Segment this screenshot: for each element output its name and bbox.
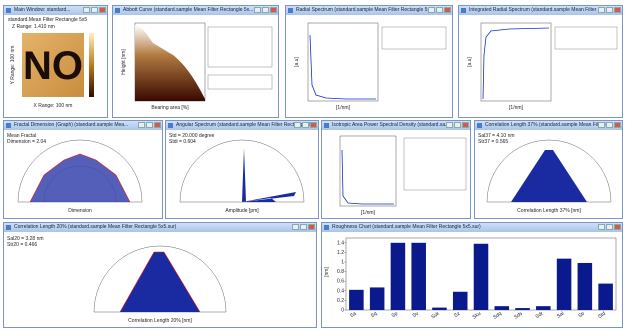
y-tick-label: 1.2 xyxy=(337,250,344,256)
axis-label: [a.u] xyxy=(467,57,473,67)
bar xyxy=(495,306,510,310)
image-text: NO xyxy=(23,44,83,88)
y-tick-label: 1.4 xyxy=(337,240,344,246)
corr20-content: Sal20 = 3.28 nm Str20 = 0.466 Correlatio… xyxy=(4,232,316,327)
fractal-window[interactable]: Fractal Dimension (Graph) (standard.samp… xyxy=(3,120,163,219)
bar xyxy=(536,306,551,310)
window-title: Main Window: standard... xyxy=(14,7,70,13)
x-tick-label: Str xyxy=(577,311,586,320)
axis-label: [1/nm] xyxy=(336,105,351,111)
axis-label: [a.u] xyxy=(294,57,300,67)
screen: Main Window: standard... standard.Mean F… xyxy=(0,0,625,330)
x-tick-label: Std xyxy=(597,311,607,320)
corr20-window[interactable]: Correlation Length 20% (standard.sample … xyxy=(3,222,317,328)
main-window[interactable]: Main Window: standard... standard.Mean F… xyxy=(3,5,108,118)
window-title: Correlation Length 20% (standard.sample … xyxy=(14,224,176,230)
radial-content: [1/nm] [a.u] xyxy=(286,15,452,117)
axis-label: Height [nm] xyxy=(121,49,127,75)
x-tick-label: Sv xyxy=(412,310,421,319)
info: Z Range: 1.410 nm xyxy=(12,24,55,30)
bar xyxy=(598,284,613,310)
axis-label: [1/nm] xyxy=(509,105,524,111)
title-bar: Correlation Length 37% (standard.sample … xyxy=(475,121,622,130)
fractal-content: Mean Fractal Dimension = 2.04 Dimension xyxy=(4,130,162,218)
roughness-chart: [nm] 0 0.2 0.4 0.6 0.8 1 1.2 1.4 Sa Sq Sp Sv Ssk Sz Sk… xyxy=(322,232,622,327)
y-tick-label: 0.6 xyxy=(337,279,344,285)
axis-label: Dimension xyxy=(68,208,92,214)
x-tick-label: Sdq xyxy=(492,311,503,321)
y-axis-label: [nm] xyxy=(324,267,330,277)
y-tick-label: 1 xyxy=(341,260,344,266)
x-tick-label: Sz xyxy=(453,310,462,319)
x-tick-label: Sa xyxy=(349,311,358,320)
axis-label: Correlation Length 20% [nm] xyxy=(128,318,192,324)
bar xyxy=(432,308,447,310)
abbott-window[interactable]: Abbott Curve (standard.sample Mean Filte… xyxy=(112,5,279,118)
window-title: Correlation Length 37% (standard.sample … xyxy=(485,122,613,128)
title-bar: Correlation Length 20% (standard.sample … xyxy=(4,223,316,232)
y-tick-label: 0.8 xyxy=(337,269,344,275)
title-bar: Roughness Chart (standard.sample Mean Fi… xyxy=(322,223,622,232)
title-bar: Angular Spectrum (standard.sample Mean F… xyxy=(166,121,318,130)
x-tick-label: Sq xyxy=(370,311,379,320)
window-title: Radial Spectrum (standard.sample Mean Fi… xyxy=(296,7,434,13)
title-bar: Integrated Radial Spectrum (standard.sam… xyxy=(459,6,622,15)
bar xyxy=(453,292,468,310)
integrated-radial-window[interactable]: Integrated Radial Spectrum (standard.sam… xyxy=(458,5,623,118)
window-title: Roughness Chart (standard.sample Mean Fi… xyxy=(332,224,481,230)
x-tick-label: Sku xyxy=(472,311,483,321)
axis-label: Bearing area [%] xyxy=(151,105,189,111)
y-tick-label: 0.4 xyxy=(337,288,344,294)
info: standard.Mean Filter Rectangle 5x5 xyxy=(8,17,87,23)
bar xyxy=(557,259,572,310)
corr37-content: Sal37 = 4.10 nm Str37 = 0.565 Correlatio… xyxy=(475,130,622,218)
angular-content: Std = 20.000 degree Stdi = 0.604 Amplitu… xyxy=(166,130,318,218)
integrated-content: [1/nm] [a.u] xyxy=(459,15,622,117)
window-title: Fractal Dimension (Graph) (standard.samp… xyxy=(14,122,128,128)
info: Dimension = 2.04 xyxy=(7,139,46,145)
x-tick-label: Sdr xyxy=(535,311,545,321)
psd-window[interactable]: Isotropic Area Power Spectral Density (s… xyxy=(321,120,471,219)
bar xyxy=(349,290,364,310)
axis-label: [1/nm] xyxy=(361,210,376,216)
main-content: standard.Mean Filter Rectangle 5x5 Z Ran… xyxy=(4,15,107,117)
bar xyxy=(370,287,385,310)
x-tick-label: Sal xyxy=(556,311,565,320)
corr37-window[interactable]: Correlation Length 37% (standard.sample … xyxy=(474,120,623,219)
bar xyxy=(474,244,489,310)
window-title: Isotropic Area Power Spectral Density (s… xyxy=(332,122,449,128)
bar xyxy=(411,243,426,310)
axis-label: Correlation Length 37% [nm] xyxy=(517,208,581,214)
y-tick-label: 0 xyxy=(341,308,344,314)
info: Str20 = 0.466 xyxy=(7,242,37,248)
bar xyxy=(578,263,593,310)
title-bar: Main Window: standard... xyxy=(4,6,107,15)
radial-window[interactable]: Radial Spectrum (standard.sample Mean Fi… xyxy=(285,5,453,118)
angular-window[interactable]: Angular Spectrum (standard.sample Mean F… xyxy=(165,120,319,219)
bar xyxy=(391,243,406,310)
psd-content: [1/nm] xyxy=(322,130,470,218)
bar xyxy=(515,308,530,310)
x-tick-label: Sds xyxy=(513,310,524,320)
axis-label: Y Range: 100 nm xyxy=(10,46,16,85)
abbott-content: Bearing area [%] Height [nm] xyxy=(113,15,278,117)
window-title: Abbott Curve (standard.sample Mean Filte… xyxy=(123,7,253,13)
x-tick-label: Ssk xyxy=(430,310,441,320)
title-bar: Isotropic Area Power Spectral Density (s… xyxy=(322,121,470,130)
axis-label: Amplitude [pm] xyxy=(225,208,259,214)
info: Str37 = 0.565 xyxy=(478,139,508,145)
roughness-window[interactable]: Roughness Chart (standard.sample Mean Fi… xyxy=(321,222,623,328)
window-title: Integrated Radial Spectrum (standard.sam… xyxy=(469,7,605,13)
axis-label: X Range: 100 nm xyxy=(34,103,73,109)
info: Stdi = 0.604 xyxy=(169,139,196,145)
y-tick-label: 0.2 xyxy=(337,298,344,304)
title-bar: Fractal Dimension (Graph) (standard.samp… xyxy=(4,121,162,130)
title-bar: Radial Spectrum (standard.sample Mean Fi… xyxy=(286,6,452,15)
title-bar: Abbott Curve (standard.sample Mean Filte… xyxy=(113,6,278,15)
x-tick-label: Sp xyxy=(391,311,400,320)
